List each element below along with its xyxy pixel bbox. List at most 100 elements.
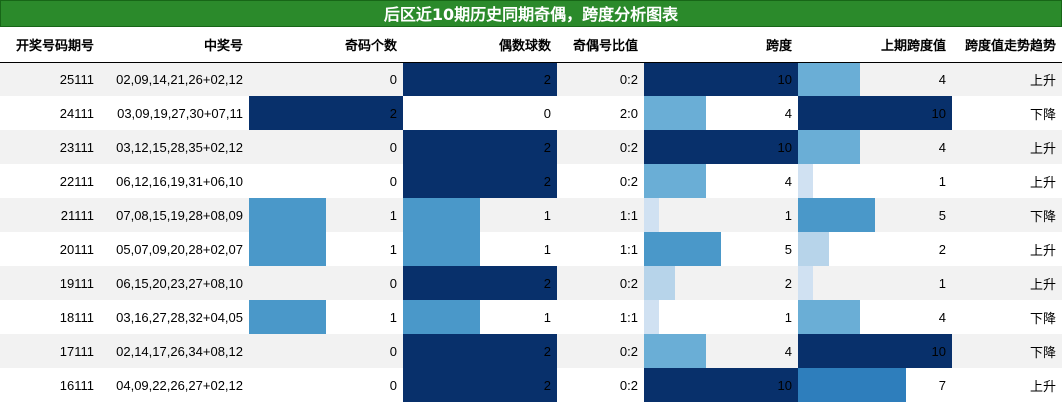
cell-numbers: 02,14,17,26,34+08,12 [100, 334, 249, 368]
bar-mark [798, 232, 829, 266]
cell-ratio: 1:1 [557, 300, 644, 334]
cell-prev-span: 1 [798, 266, 952, 300]
cell-period: 24111 [0, 96, 100, 130]
cell-odd: 1 [249, 198, 403, 232]
cell-ratio: 0:2 [557, 62, 644, 96]
cell-period: 16111 [0, 368, 100, 402]
cell-odd-value: 0 [389, 343, 397, 359]
cell-span: 10 [644, 368, 798, 402]
cell-numbers: 03,16,27,28,32+04,05 [100, 300, 249, 334]
cell-numbers-value: 02,09,14,21,26+02,12 [116, 71, 243, 87]
cell-even-value: 1 [543, 309, 551, 325]
bar-mark [249, 232, 326, 266]
cell-odd: 0 [249, 368, 403, 402]
cell-period-value: 23111 [59, 139, 94, 155]
table-row: 19111 06,15,20,23,27+08,10 0 2 0:2 2 1 上升 [0, 266, 1062, 300]
cell-ratio-value: 0:2 [619, 71, 638, 87]
header-period: 开奖号码期号 [0, 27, 100, 63]
cell-period-value: 16111 [59, 377, 94, 393]
table-row: 20111 05,07,09,20,28+02,07 1 1 1:1 5 2 上升 [0, 232, 1062, 266]
cell-prev-span-value: 7 [938, 377, 946, 393]
table-row: 24111 03,09,19,27,30+07,11 2 0 2:0 4 10 下降 [0, 96, 1062, 130]
cell-prev-span: 4 [798, 130, 952, 164]
header-numbers: 中奖号 [100, 27, 249, 63]
bar-mark [644, 266, 675, 300]
bar-mark [403, 266, 557, 300]
cell-prev-span: 5 [798, 198, 952, 232]
cell-period: 18111 [0, 300, 100, 334]
cell-numbers-value: 03,16,27,28,32+04,05 [116, 309, 243, 325]
cell-span: 10 [644, 62, 798, 96]
cell-trend: 上升 [952, 164, 1062, 198]
bar-mark [798, 198, 875, 232]
table-row: 23111 03,12,15,28,35+02,12 0 2 0:2 10 4 上升 [0, 130, 1062, 164]
bar-mark [403, 334, 557, 368]
cell-trend-value: 下降 [1029, 208, 1056, 224]
cell-numbers-value: 06,15,20,23,27+08,10 [116, 275, 243, 291]
table-row: 21111 07,08,15,19,28+08,09 1 1 1:1 1 5 下降 [0, 198, 1062, 232]
cell-even-value: 1 [543, 207, 551, 223]
cell-ratio-value: 0:2 [619, 275, 638, 291]
cell-period: 23111 [0, 130, 100, 164]
cell-ratio: 0:2 [557, 130, 644, 164]
cell-trend-value: 上升 [1029, 174, 1056, 190]
cell-even: 1 [403, 198, 557, 232]
cell-numbers-value: 04,09,22,26,27+02,12 [116, 377, 243, 393]
cell-even: 2 [403, 130, 557, 164]
cell-period-value: 21111 [60, 207, 94, 223]
cell-prev-span: 4 [798, 300, 952, 334]
cell-span-value: 1 [784, 207, 792, 223]
cell-even-value: 2 [543, 71, 551, 87]
cell-trend: 下降 [952, 300, 1062, 334]
bar-mark [798, 266, 814, 300]
cell-numbers: 06,15,20,23,27+08,10 [100, 266, 249, 300]
cell-trend-value: 上升 [1029, 378, 1056, 394]
header-odd: 奇码个数 [249, 27, 403, 63]
bar-mark [798, 334, 952, 368]
cell-ratio-value: 0:2 [619, 343, 638, 359]
header-trend: 跨度值走势趋势 [952, 27, 1062, 63]
cell-prev-span-value: 4 [938, 309, 946, 325]
cell-numbers: 03,12,15,28,35+02,12 [100, 130, 249, 164]
cell-span: 4 [644, 96, 798, 130]
cell-span: 5 [644, 232, 798, 266]
bar-mark [403, 164, 557, 198]
bar-mark [644, 368, 798, 402]
bar-mark [644, 164, 706, 198]
cell-span-value: 10 [777, 139, 792, 155]
cell-numbers: 02,09,14,21,26+02,12 [100, 62, 249, 96]
bar-mark [644, 334, 706, 368]
cell-period-value: 25111 [59, 71, 94, 87]
cell-numbers-value: 06,12,16,19,31+06,10 [116, 173, 243, 189]
header-ratio: 奇偶号比值 [557, 27, 644, 63]
cell-ratio: 0:2 [557, 266, 644, 300]
cell-even: 2 [403, 334, 557, 368]
cell-trend: 下降 [952, 198, 1062, 232]
cell-span-value: 2 [784, 275, 792, 291]
cell-ratio-value: 0:2 [619, 173, 638, 189]
cell-period-value: 17111 [59, 343, 94, 359]
bar-mark [403, 368, 557, 402]
cell-period: 17111 [0, 334, 100, 368]
cell-span: 1 [644, 198, 798, 232]
table-row: 18111 03,16,27,28,32+04,05 1 1 1:1 1 4 下降 [0, 300, 1062, 334]
bar-mark [798, 368, 906, 402]
cell-odd-value: 0 [389, 71, 397, 87]
data-table: 开奖号码期号 中奖号 奇码个数 偶数球数 奇偶号比值 跨度 上期跨度值 跨度值走… [0, 27, 1062, 402]
cell-numbers-value: 03,09,19,27,30+07,11 [117, 105, 243, 121]
cell-trend-value: 上升 [1029, 72, 1056, 88]
chart-title: 后区近10期历史同期奇偶，跨度分析图表 [0, 0, 1062, 27]
table-row: 17111 02,14,17,26,34+08,12 0 2 0:2 4 10 下降 [0, 334, 1062, 368]
cell-numbers: 05,07,09,20,28+02,07 [100, 232, 249, 266]
cell-ratio-value: 0:2 [619, 377, 638, 393]
cell-even-value: 0 [543, 105, 551, 121]
cell-period: 22111 [0, 164, 100, 198]
bar-mark [644, 62, 798, 96]
cell-even: 0 [403, 96, 557, 130]
cell-span-value: 10 [777, 71, 792, 87]
cell-trend: 下降 [952, 96, 1062, 130]
cell-prev-span: 7 [798, 368, 952, 402]
cell-ratio-value: 1:1 [619, 207, 638, 223]
cell-even-value: 2 [543, 275, 551, 291]
cell-ratio: 0:2 [557, 368, 644, 402]
